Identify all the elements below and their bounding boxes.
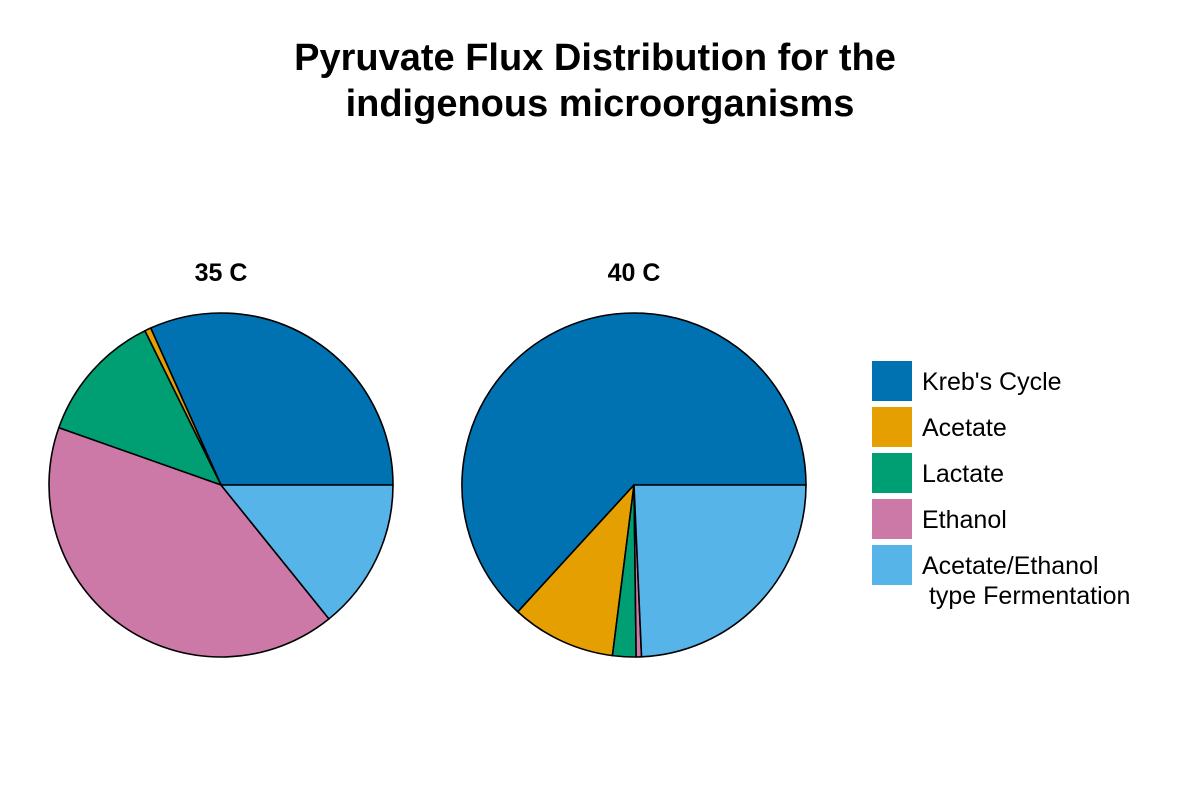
legend-label: Acetate bbox=[922, 414, 1007, 442]
legend-swatch bbox=[872, 453, 912, 493]
chart-title-line-2: indigenous microorganisms bbox=[346, 83, 855, 125]
pie-slice-acetate bbox=[517, 484, 635, 657]
chart-title-line-1: Pyruvate Flux Distribution for the bbox=[294, 37, 896, 79]
pie-title-40c: 40 C bbox=[608, 259, 661, 287]
legend-swatch bbox=[872, 499, 912, 539]
pie-40c bbox=[461, 312, 807, 658]
pie-slice-acetate-ethanol-type-fermentation bbox=[633, 484, 807, 658]
legend-label: type Fermentation bbox=[922, 582, 1130, 610]
legend-label: Ethanol bbox=[922, 506, 1007, 534]
pie-slice-acetate-ethanol-type-fermentation bbox=[220, 484, 394, 620]
legend-label: Acetate/Ethanol bbox=[922, 552, 1099, 580]
pie-title-35c: 35 C bbox=[195, 259, 248, 287]
legend-label: Kreb's Cycle bbox=[922, 368, 1062, 396]
legend-swatch bbox=[872, 407, 912, 447]
legend: Kreb's Cycle Acetate Lactate Ethanol Acetate… bbox=[872, 361, 1130, 610]
legend-label: Lactate bbox=[922, 460, 1004, 488]
pie-slice-lactate bbox=[58, 329, 222, 486]
legend-swatch bbox=[872, 361, 912, 401]
pie-slice-kreb-s-cycle bbox=[149, 312, 394, 486]
pie-35c bbox=[48, 312, 394, 658]
pie-slice-ethanol bbox=[48, 426, 330, 658]
legend-swatch bbox=[872, 545, 912, 585]
pie-slice-kreb-s-cycle bbox=[461, 312, 807, 613]
